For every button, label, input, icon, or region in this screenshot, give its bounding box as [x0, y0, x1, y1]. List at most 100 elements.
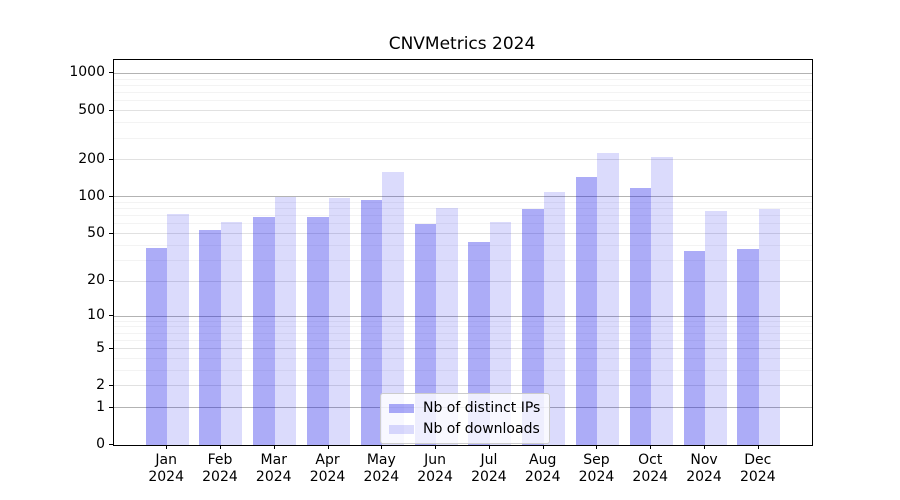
- bar-aug-distinct-ips: [522, 209, 544, 445]
- x-tick-label-may: May 2024: [351, 452, 411, 486]
- gridline-minor: [114, 92, 812, 94]
- month-label: Sep: [583, 452, 610, 468]
- year-label: 2024: [363, 469, 400, 485]
- bar-jan-distinct-ips: [145, 248, 168, 445]
- bar-jul-downloads: [489, 222, 512, 445]
- legend-label-downloads: Nb of downloads: [423, 421, 540, 437]
- year-label: 2024: [471, 469, 507, 485]
- year-label: 2024: [578, 469, 615, 485]
- bar-mar-downloads: [274, 197, 297, 445]
- x-tick-label-sep: Sep 2024: [566, 452, 626, 486]
- gridline-minor: [114, 201, 812, 203]
- x-tick-label-jul: Jul 2024: [459, 452, 519, 486]
- bar-nov-downloads: [705, 211, 727, 445]
- x-tick-label-jun: Jun 2024: [405, 452, 465, 486]
- y-tick-label: 20: [87, 272, 105, 289]
- x-tick-mark: [488, 445, 490, 449]
- month-label: Aug: [529, 452, 557, 468]
- gridline-minor: [114, 100, 812, 102]
- x-tick-label-nov: Nov 2024: [674, 452, 734, 486]
- legend-swatch-distinct-ips: [389, 403, 414, 413]
- x-tick-mark: [327, 445, 329, 449]
- gridline-minor: [114, 208, 812, 210]
- gridline-minor: [114, 244, 812, 246]
- month-label: Apr: [315, 452, 340, 468]
- y-tick-label: 500: [78, 101, 105, 118]
- bar-feb-downloads: [220, 222, 243, 445]
- year-label: 2024: [148, 469, 184, 485]
- y-tick-label: 2: [96, 376, 105, 393]
- y-tick-label: 100: [78, 187, 105, 204]
- x-tick-mark: [650, 445, 652, 449]
- y-tick-mark: [109, 384, 113, 386]
- year-label: 2024: [686, 469, 722, 485]
- x-tick-mark: [542, 445, 544, 449]
- bar-oct-distinct-ips: [629, 188, 652, 445]
- y-tick-mark: [109, 109, 113, 111]
- gridline-minor: [114, 223, 812, 225]
- year-label: 2024: [524, 469, 561, 485]
- gridline-sub: [114, 159, 812, 161]
- gridline-sub: [114, 280, 812, 282]
- chart-title: CNVMetrics 2024: [388, 34, 536, 54]
- bar-aug-downloads: [543, 191, 566, 445]
- bar-nov-distinct-ips: [683, 250, 706, 445]
- legend-swatch-downloads: [389, 424, 414, 434]
- x-tick-mark: [435, 445, 437, 449]
- bar-may-distinct-ips: [360, 199, 383, 445]
- x-tick-label-jan: Jan 2024: [136, 452, 196, 486]
- bar-jan-downloads: [167, 213, 189, 445]
- gridline-minor: [114, 320, 812, 322]
- bar-jun-distinct-ips: [414, 223, 437, 445]
- y-tick-label: 5: [96, 339, 105, 356]
- gridline-minor: [114, 259, 812, 261]
- month-label: Mar: [260, 452, 287, 468]
- y-tick-mark: [109, 315, 113, 317]
- gridline-major: [114, 196, 812, 198]
- gridline-major: [114, 315, 812, 317]
- gridline-minor: [114, 137, 812, 139]
- bar-dec-distinct-ips: [737, 249, 759, 445]
- y-tick-mark: [109, 232, 113, 234]
- month-label: Dec: [744, 452, 772, 468]
- bar-may-downloads: [382, 172, 404, 445]
- month-label: Jan: [155, 452, 177, 468]
- x-tick-mark: [219, 445, 221, 449]
- month-label: Feb: [207, 452, 233, 468]
- legend-label-distinct-ips: Nb of distinct IPs: [423, 400, 541, 416]
- legend-item-downloads: Nb of downloads: [389, 421, 540, 437]
- year-label: 2024: [309, 469, 346, 485]
- bar-jun-downloads: [436, 208, 458, 445]
- year-label: 2024: [202, 469, 238, 485]
- gridline-sub: [114, 348, 812, 350]
- month-label: Nov: [690, 452, 718, 468]
- gridline-minor: [114, 339, 812, 341]
- gridline-minor: [114, 332, 812, 334]
- y-tick-mark: [109, 444, 113, 445]
- x-tick-mark: [704, 445, 706, 449]
- gridline-minor: [114, 122, 812, 124]
- gridline-minor: [114, 78, 812, 80]
- x-tick-mark: [381, 445, 383, 449]
- gridline-sub: [114, 233, 812, 235]
- y-tick-label: 0: [96, 436, 105, 452]
- gridline-minor: [114, 215, 812, 217]
- bar-apr-distinct-ips: [307, 216, 329, 445]
- bar-dec-downloads: [758, 209, 781, 445]
- plot-area: Nb of distinct IPs Nb of downloads: [113, 59, 813, 446]
- y-tick-mark: [109, 280, 113, 282]
- gridline-minor: [114, 326, 812, 328]
- x-tick-label-dec: Dec 2024: [728, 452, 788, 486]
- gridline-sub: [114, 385, 812, 387]
- y-tick-label: 10: [87, 307, 105, 324]
- y-tick-label: 200: [78, 150, 105, 167]
- year-label: 2024: [255, 469, 292, 485]
- x-tick-mark: [596, 445, 598, 449]
- month-label: Oct: [638, 452, 663, 468]
- bar-sep-downloads: [597, 152, 619, 445]
- y-tick-label: 1: [96, 398, 105, 415]
- month-label: Jun: [424, 452, 447, 468]
- bar-sep-distinct-ips: [575, 176, 598, 445]
- year-label: 2024: [739, 469, 776, 485]
